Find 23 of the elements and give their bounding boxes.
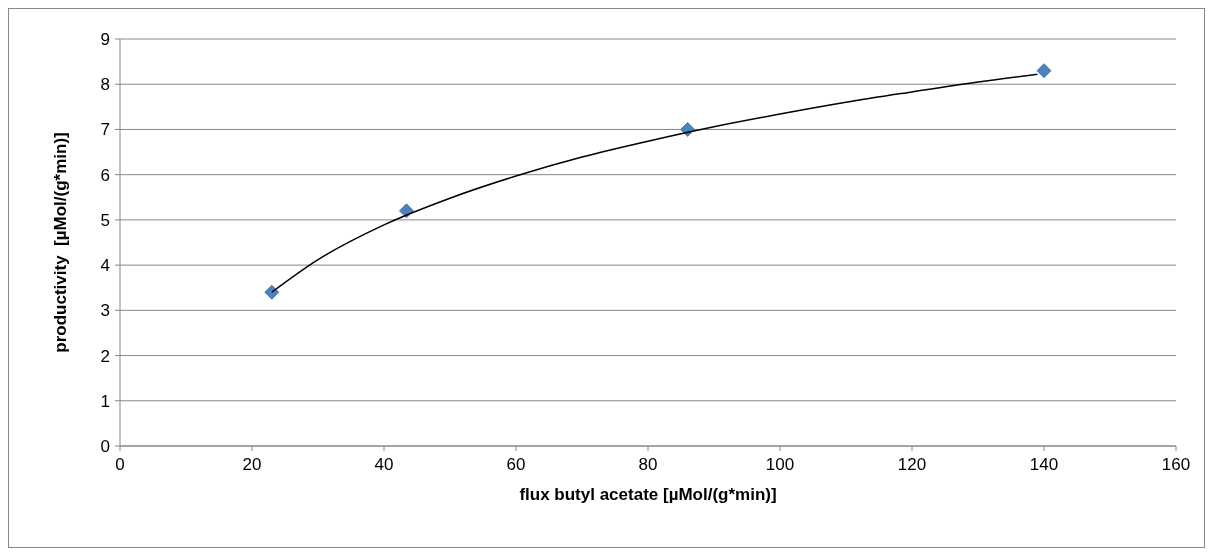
y-tick-label: 2	[100, 346, 110, 366]
x-tick-label: 120	[897, 455, 927, 474]
y-tick-label: 5	[100, 210, 110, 230]
y-tick-label: 3	[100, 301, 110, 321]
x-tick-label: 80	[638, 455, 658, 474]
x-tick-label: 160	[1161, 455, 1191, 474]
y-tick-label: 1	[100, 391, 110, 411]
y-tick-label: 7	[100, 120, 110, 140]
x-tick-label: 140	[1029, 455, 1059, 474]
y-axis-title: productivity [µMol/(g*min)]	[51, 132, 70, 353]
x-tick-label: 60	[506, 455, 526, 474]
x-tick-label: 20	[242, 455, 262, 474]
y-tick-label: 0	[100, 437, 110, 456]
x-axis-title: flux butyl acetate [µMol/(g*min)]	[519, 485, 777, 504]
y-tick-label: 9	[100, 30, 110, 49]
y-tick-label: 4	[100, 256, 110, 276]
x-tick-label: 0	[115, 455, 125, 474]
x-tick-label: 100	[765, 455, 795, 474]
point	[264, 284, 280, 300]
point	[1036, 63, 1052, 79]
y-tick-label: 8	[100, 75, 110, 95]
x-tick-label: 40	[374, 455, 394, 474]
y-tick-label: 6	[100, 165, 110, 185]
